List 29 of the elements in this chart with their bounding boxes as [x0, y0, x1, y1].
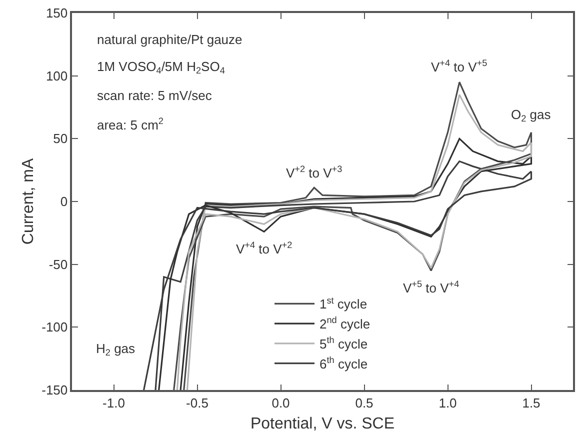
y-tick-label: -100 — [42, 320, 68, 335]
annotation: area: 5 cm$^{2}$ — [97, 116, 164, 132]
annotation: V$^{+4}$ to V$^{+5}$ — [431, 58, 488, 74]
legend-label: 2$^{nd}$ cycle — [320, 315, 370, 332]
y-tick-label: 100 — [46, 68, 68, 84]
annotation: scan rate: 5 mV/sec — [97, 88, 212, 103]
annotation: V$^{+2}$ to V$^{+3}$ — [286, 164, 342, 180]
x-axis-title: Potential, V vs. SCE — [250, 416, 395, 433]
y-tick-label: 0 — [60, 194, 68, 210]
x-tick-label: -1.0 — [102, 395, 125, 410]
annotation: O$_{2}$ gas — [511, 107, 552, 124]
x-tick-label: 0.5 — [355, 395, 374, 410]
legend-label: 6$^{th}$ cycle — [320, 354, 368, 372]
y-axis-title: Current, mA — [20, 158, 38, 245]
annotation: 1M VOSO$_{4}$/5M H$_{2}$SO$_{4}$ — [97, 59, 225, 76]
y-tick-label: 150 — [46, 6, 68, 21]
annotation: V$^{+4}$ to V$^{+2}$ — [236, 240, 292, 256]
legend-label: 1$^{st}$ cycle — [320, 295, 368, 312]
x-tick-label: 0.0 — [272, 395, 290, 410]
y-tick-label: 50 — [53, 131, 68, 146]
x-tick-label: 1.0 — [438, 395, 457, 410]
x-tick-label: -0.5 — [186, 395, 208, 410]
x-tick-label: 1.5 — [522, 395, 540, 410]
legend-label: 5$^{th}$ cycle — [320, 335, 368, 352]
annotation: H$_{2}$ gas — [96, 341, 136, 358]
y-tick-label: -150 — [42, 382, 68, 398]
annotation: natural graphite/Pt gauze — [97, 32, 242, 47]
y-tick-label: -50 — [48, 256, 68, 272]
annotation: V$^{+5}$ to V$^{+4}$ — [403, 279, 460, 296]
